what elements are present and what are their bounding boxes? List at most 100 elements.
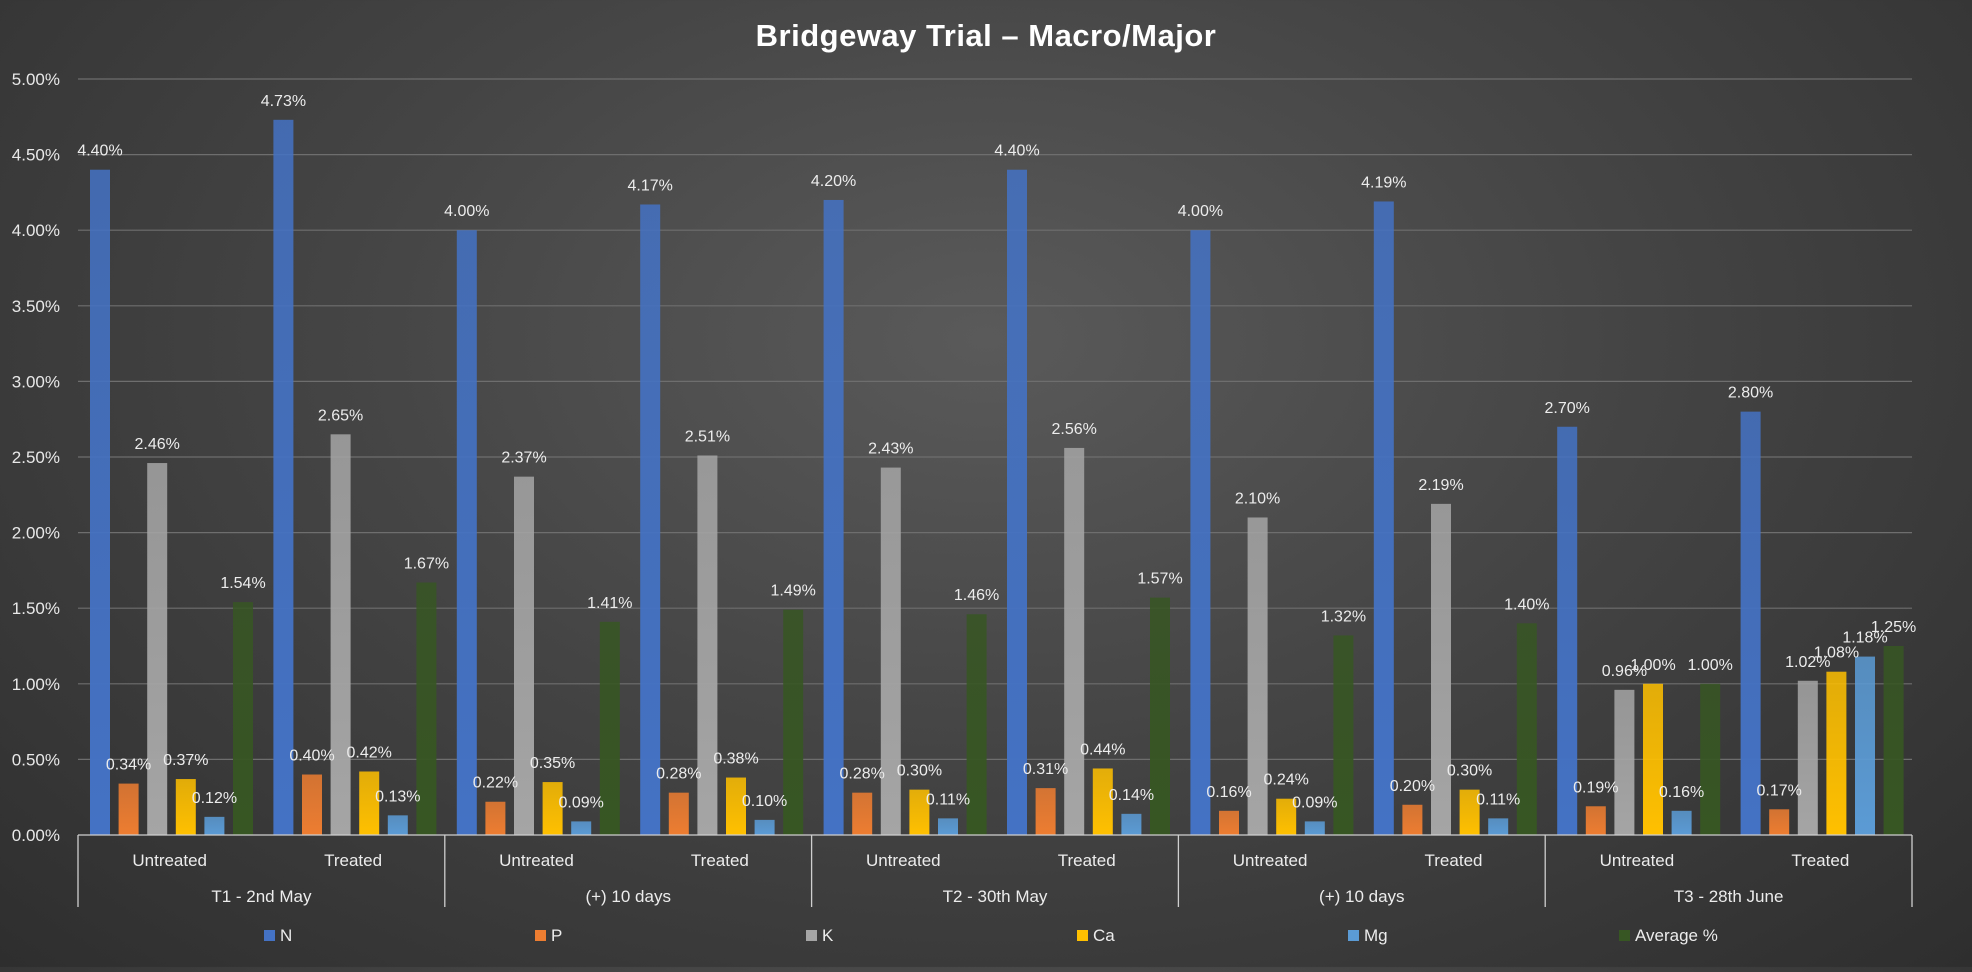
bar-mg (571, 821, 592, 835)
legend-label: N (280, 926, 292, 945)
data-label: 1.41% (587, 595, 632, 612)
y-tick-label: 2.00% (12, 524, 60, 543)
data-label: 2.46% (135, 436, 180, 453)
bar-mg (204, 816, 225, 835)
data-label: 0.96% (1602, 663, 1647, 680)
bar-n (1557, 426, 1578, 835)
y-tick-label: 0.50% (12, 750, 60, 769)
legend-label: P (551, 926, 562, 945)
bar-n (1190, 230, 1211, 835)
bar-mg (938, 818, 958, 835)
legend-label: K (822, 926, 834, 945)
bar-ca (542, 782, 563, 835)
data-label: 0.28% (656, 766, 701, 783)
bar-p (1402, 804, 1423, 835)
legend-label: Mg (1364, 926, 1388, 945)
data-label: 0.37% (163, 752, 208, 769)
y-tick-label: 3.00% (12, 372, 60, 391)
data-label: 4.73% (261, 93, 306, 110)
data-label: 4.17% (628, 177, 673, 194)
bar-mg (1121, 813, 1142, 835)
bar-n (1007, 169, 1027, 836)
bar-mg (1488, 818, 1509, 835)
data-label: 2.65% (318, 407, 363, 424)
data-label: 0.40% (289, 748, 334, 765)
data-label: 1.57% (1137, 571, 1182, 588)
x-category-label: Treated (691, 851, 749, 870)
x-category-label: Treated (1058, 851, 1116, 870)
bar-average (1150, 597, 1170, 835)
data-label: 2.10% (1235, 490, 1280, 507)
y-tick-label: 4.50% (12, 146, 60, 165)
x-category-label: Treated (1791, 851, 1849, 870)
legend-swatch-k (806, 930, 817, 941)
x-category-label: Treated (1425, 851, 1483, 870)
data-label: 1.67% (404, 555, 449, 572)
x-category-label: Untreated (499, 851, 574, 870)
data-label: 1.40% (1504, 596, 1549, 613)
data-label: 0.17% (1757, 782, 1802, 799)
bar-mg (1855, 656, 1875, 835)
y-tick-label: 2.50% (12, 448, 60, 467)
x-category-label: Treated (324, 851, 382, 870)
bar-k (1614, 689, 1635, 835)
legend-label: Average % (1635, 926, 1718, 945)
data-label: 0.13% (375, 788, 420, 805)
bar-ca (359, 771, 380, 835)
data-label: 2.37% (501, 450, 546, 467)
x-category-label: Untreated (1233, 851, 1308, 870)
bar-p (485, 801, 506, 835)
bar-k (880, 467, 901, 835)
data-label: 4.00% (444, 203, 489, 220)
bar-k (1247, 517, 1268, 835)
bar-p (1219, 810, 1239, 835)
data-label: 0.31% (1023, 761, 1068, 778)
bar-k (514, 476, 534, 835)
data-label: 0.09% (559, 794, 604, 811)
bar-ca (1276, 798, 1297, 835)
bar-p (1769, 809, 1790, 835)
bar-k (330, 434, 351, 835)
legend-swatch-average (1619, 930, 1630, 941)
data-label: 1.25% (1871, 619, 1916, 636)
bar-k (1431, 503, 1451, 835)
data-label: 0.38% (713, 751, 758, 768)
y-tick-label: 1.50% (12, 599, 60, 618)
data-label: 0.19% (1573, 779, 1618, 796)
y-tick-label: 0.00% (12, 826, 60, 845)
x-group-label: (+) 10 days (1319, 887, 1405, 906)
data-label: 0.11% (1476, 791, 1520, 808)
data-label: 0.22% (473, 775, 518, 792)
data-label: 0.30% (1447, 763, 1492, 780)
bar-average (966, 614, 987, 835)
data-label: 2.43% (868, 441, 913, 458)
data-label: 2.80% (1728, 385, 1773, 402)
legend-swatch-mg (1348, 930, 1359, 941)
bar-average (1700, 683, 1721, 835)
bar-mg (1671, 810, 1692, 835)
data-label: 0.35% (530, 755, 575, 772)
data-label: 2.51% (685, 428, 730, 445)
bar-mg (387, 815, 408, 835)
data-label: 4.40% (994, 143, 1039, 160)
data-label: 4.40% (77, 143, 122, 160)
data-label: 4.20% (811, 173, 856, 190)
bar-n (823, 199, 844, 835)
bars (90, 119, 1904, 836)
bar-average (233, 602, 253, 835)
bar-ca (726, 777, 746, 835)
data-label: 0.16% (1206, 784, 1251, 801)
data-label: 2.70% (1545, 400, 1590, 417)
bar-mg (754, 819, 775, 835)
legend-label: Ca (1093, 926, 1115, 945)
data-label: 0.44% (1080, 741, 1125, 758)
x-group-label: T3 - 28th June (1674, 887, 1784, 906)
data-label: 0.24% (1264, 772, 1309, 789)
bar-ca (1459, 789, 1480, 835)
bar-n (456, 230, 477, 835)
data-label: 1.02% (1785, 654, 1830, 671)
data-label: 1.54% (220, 575, 265, 592)
chart-title: Bridgeway Trial – Macro/Major (756, 18, 1217, 53)
data-label: 1.18% (1842, 630, 1887, 647)
